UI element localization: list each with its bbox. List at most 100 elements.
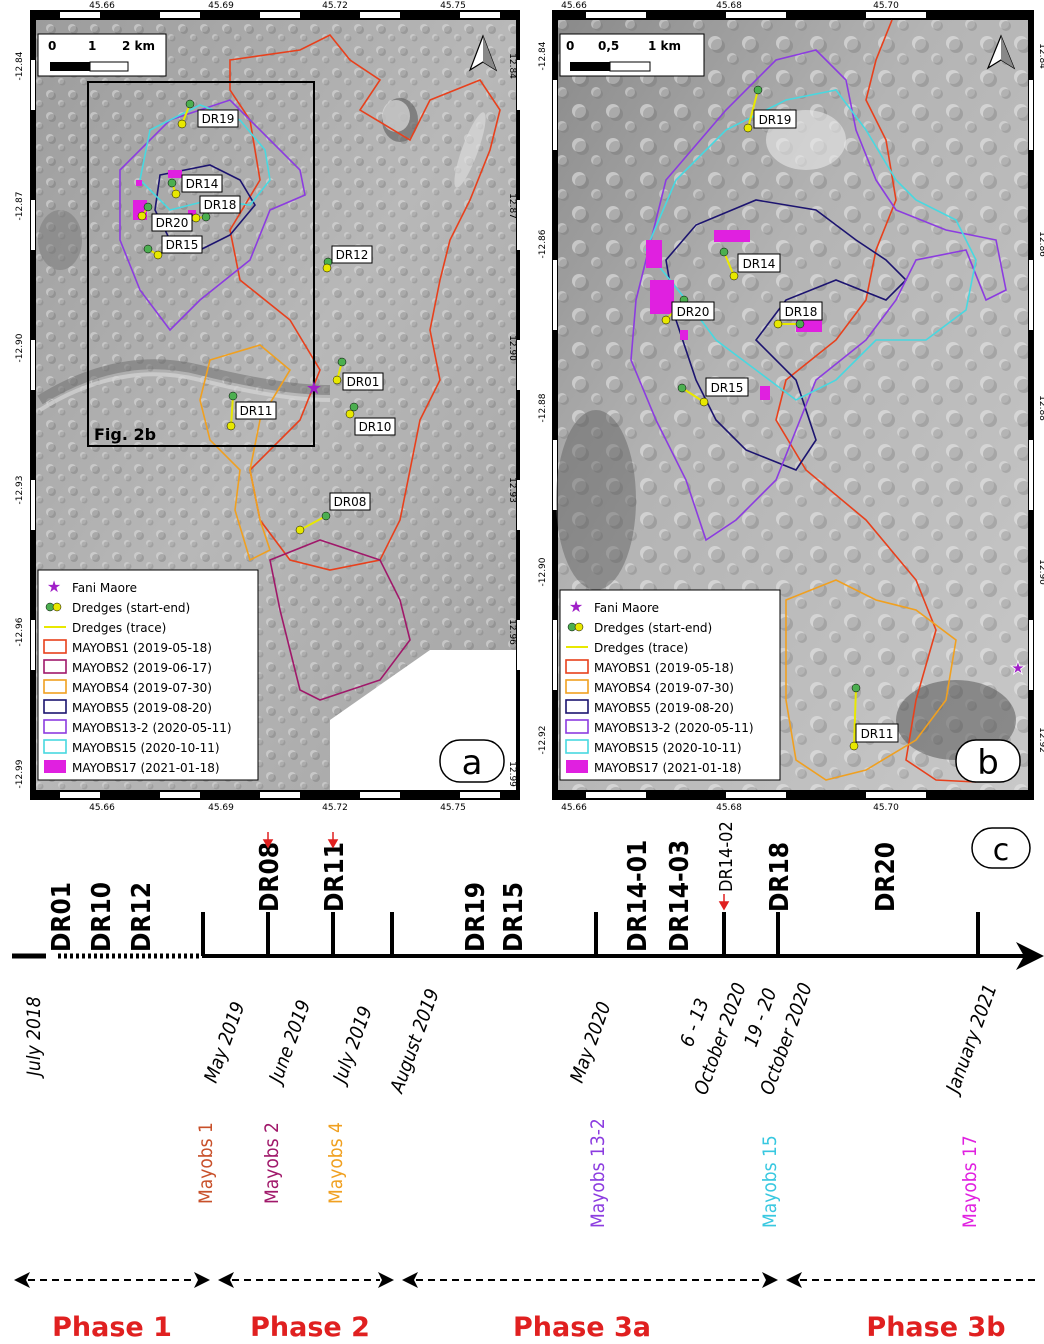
tick-label: -12.88 <box>538 393 548 422</box>
tick-label: 12.93 <box>507 477 517 503</box>
cruise-mayobs-13-2: Mayobs 13-2 <box>587 1118 609 1228</box>
north-arrow-icon <box>986 34 1016 70</box>
tick-label: -12.84 <box>15 51 25 80</box>
tick-label: 45.66 <box>561 1 587 11</box>
phase-labels: Phase 1 Phase 2 Phase 3a Phase 3b <box>52 1312 1005 1343</box>
fani-maore-star-icon: ★ <box>306 378 322 399</box>
dredge-label-DR15: DR15 <box>499 882 529 952</box>
legend-item: MAYOBS1 (2019-05-18) <box>43 639 212 655</box>
dredge-DR19: DR19 <box>177 99 239 129</box>
dredge-DR15: DR15 <box>677 377 749 407</box>
svg-text:DR12: DR12 <box>336 248 369 262</box>
tick-label: 12.84 <box>1037 43 1044 69</box>
legend-label: MAYOBS2 (2019-06-17) <box>72 661 212 675</box>
cruise-mayobs-1: Mayobs 1 <box>195 1122 217 1204</box>
dredge-DR15: DR15 <box>143 235 203 260</box>
legend-label: MAYOBS5 (2019-08-20) <box>594 701 734 715</box>
legend-label: MAYOBS1 (2019-05-18) <box>594 661 734 675</box>
north-arrow-icon <box>468 34 498 72</box>
svg-text:0: 0 <box>566 39 574 53</box>
legend-label: Dredges (trace) <box>72 621 166 635</box>
fani-maore-star-icon: ★ <box>1010 658 1026 679</box>
legend-label: MAYOBS13-2 (2020-05-11) <box>72 721 232 735</box>
legend-item: MAYOBS17 (2021-01-18) <box>566 760 742 775</box>
legend-label: MAYOBS17 (2021-01-18) <box>594 761 742 775</box>
svg-text:1 km: 1 km <box>648 39 681 53</box>
timeline-date-labels: July 2018 May 2019 June 2019 July 2019 A… <box>23 980 1002 1099</box>
date-may-2019: May 2019 <box>200 999 249 1086</box>
legend-item: MAYOBS5 (2019-08-20) <box>43 699 212 715</box>
date-july-2019: July 2019 <box>328 1003 377 1088</box>
axis-ticks-b: 45.66 45.68 45.70 45.66 45.68 45.70 -12.84 -12.… <box>538 1 1044 812</box>
tick-label: 12.92 <box>1037 727 1044 753</box>
legend-label: MAYOBS13-2 (2020-05-11) <box>594 721 754 735</box>
legend-item: ★ Fani Maore <box>569 597 659 616</box>
date-may-2020: May 2020 <box>566 999 616 1086</box>
date-august-2019: August 2019 <box>386 986 444 1097</box>
timeline-ticks <box>201 912 980 956</box>
svg-text:DR19: DR19 <box>202 112 235 126</box>
legend-item: MAYOBS5 (2019-08-20) <box>565 699 734 715</box>
legend-label: Fani Maore <box>72 581 137 595</box>
cruise-mayobs-15: Mayobs 15 <box>759 1135 781 1228</box>
svg-text:DR20: DR20 <box>156 216 189 230</box>
svg-text:0,5: 0,5 <box>598 39 619 53</box>
svg-text:DR14: DR14 <box>186 177 219 191</box>
legend-label: MAYOBS4 (2019-07-30) <box>594 681 734 695</box>
tick-label: 12.87 <box>507 193 517 219</box>
legend-item: MAYOBS15 (2020-10-11) <box>43 739 220 755</box>
tick-label: 45.68 <box>716 1 742 11</box>
map-panel-b: DR19 DR14 DR20 DR18 DR15 DR11 ★ 0 0,5 1 … <box>536 0 1044 812</box>
legend-item: Dredges (trace) <box>44 621 166 635</box>
tick-label: -12.90 <box>15 333 25 362</box>
tick-label: 45.70 <box>873 803 899 812</box>
dredge-markers-a: DR19 DR14 DR18 DR20 DR15 DR12 DR01 DR11 … <box>137 99 396 535</box>
timeline-cruise-labels: Mayobs 1 Mayobs 2 Mayobs 4 Mayobs 13-2 M… <box>195 1118 981 1228</box>
tick-label: -12.99 <box>15 759 25 788</box>
legend-label: MAYOBS4 (2019-07-30) <box>72 681 212 695</box>
legend-item: Dredges (trace) <box>566 641 688 655</box>
legend-label: Dredges (start-end) <box>594 621 712 635</box>
legend-item: MAYOBS13-2 (2020-05-11) <box>43 719 232 735</box>
dredge-DR20: DR20 <box>137 202 193 232</box>
panel-letter-a: a <box>439 739 505 783</box>
tick-label: 12.99 <box>507 761 517 787</box>
timeline-panel: c DR01 DR10 DR12 DR08 DR11 DR19 DR15 DR1… <box>12 821 1044 1343</box>
phase-1-label: Phase 1 <box>52 1312 172 1343</box>
dredge-label-DR01: DR01 <box>47 882 77 952</box>
svg-text:b: b <box>977 743 999 783</box>
tick-label: 45.75 <box>440 1 466 11</box>
legend-item: MAYOBS1 (2019-05-18) <box>565 659 734 675</box>
svg-text:c: c <box>993 833 1010 868</box>
legend-item: MAYOBS13-2 (2020-05-11) <box>565 719 754 735</box>
legend-item: Dredges (start-end) <box>567 621 712 635</box>
tick-label: 45.72 <box>322 1 348 11</box>
tick-label: 45.75 <box>440 803 466 812</box>
legend-item: MAYOBS15 (2020-10-11) <box>565 739 742 755</box>
svg-text:1: 1 <box>88 39 96 53</box>
dredge-DR14: DR14 <box>167 174 223 199</box>
svg-text:DR18: DR18 <box>204 198 237 212</box>
dredge-label-DR14-03: DR14-03 <box>665 840 695 952</box>
timeline-red-arrows <box>262 832 730 911</box>
svg-text:DR19: DR19 <box>759 113 792 127</box>
tick-label: -12.90 <box>538 557 548 586</box>
tick-label: -12.92 <box>538 725 548 754</box>
dredge-label-DR08: DR08 <box>255 842 285 912</box>
legend-item: ★ Fani Maore <box>47 577 137 596</box>
legend-label: Dredges (trace) <box>594 641 688 655</box>
svg-text:DR14: DR14 <box>743 257 776 271</box>
svg-text:0: 0 <box>48 39 56 53</box>
dredge-label-DR19: DR19 <box>461 882 491 952</box>
legend-item: MAYOBS4 (2019-07-30) <box>43 679 212 695</box>
legend-label: MAYOBS15 (2020-10-11) <box>72 741 220 755</box>
tick-label: -12.87 <box>15 191 25 220</box>
legend-item: MAYOBS2 (2019-06-17) <box>43 659 212 675</box>
tick-label: 45.66 <box>561 803 587 812</box>
dredge-DR19: DR19 <box>743 85 797 133</box>
tick-label: -12.96 <box>15 617 25 646</box>
dredge-DR10: DR10 <box>345 402 396 436</box>
tick-label: 45.69 <box>208 1 234 11</box>
phase-3b-label: Phase 3b <box>866 1312 1005 1343</box>
tick-label: 12.86 <box>1037 231 1044 257</box>
